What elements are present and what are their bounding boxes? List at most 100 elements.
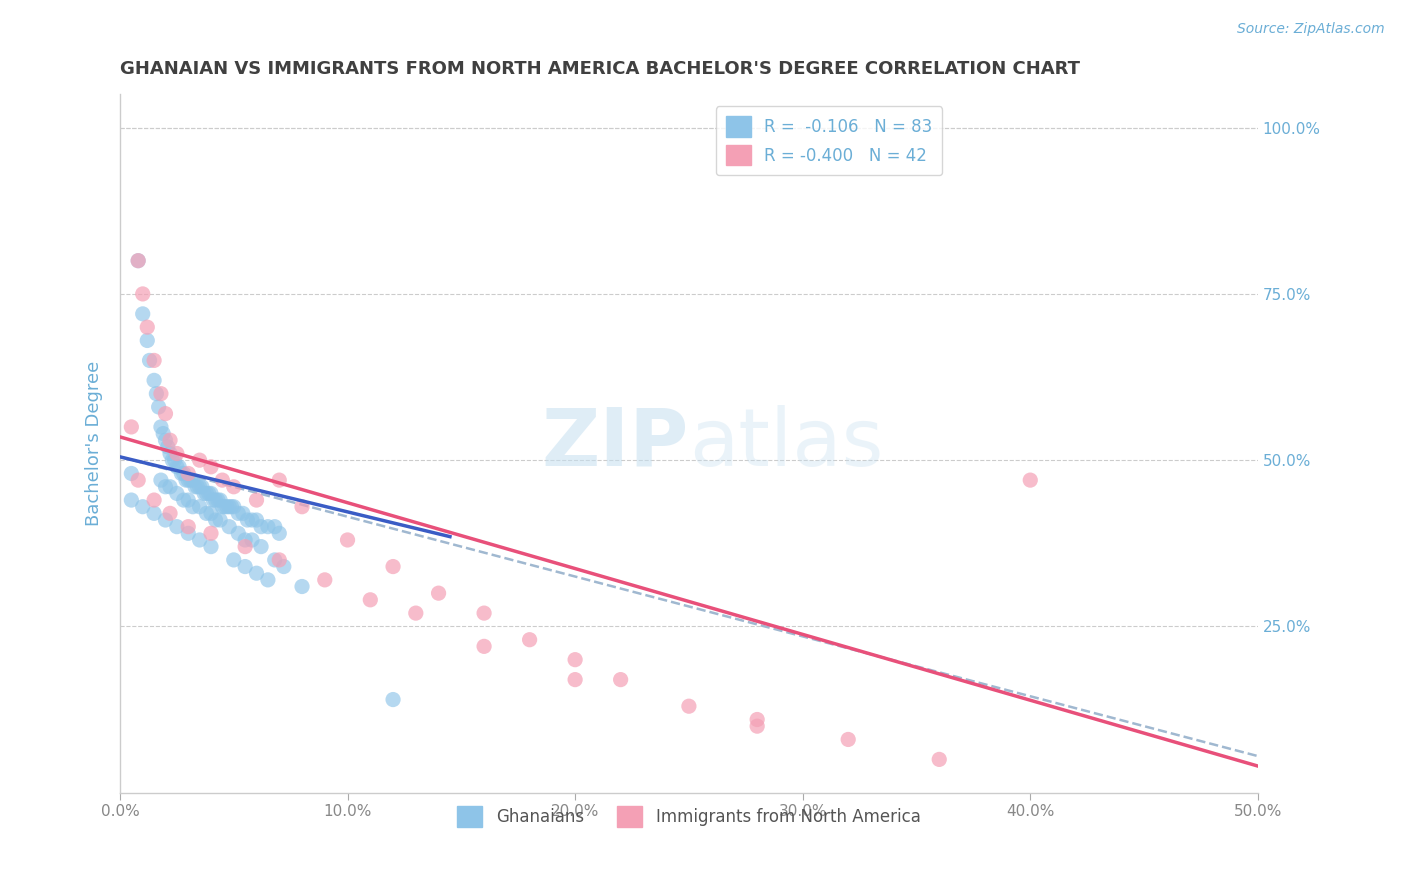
Point <box>156 440 179 454</box>
Text: Source: ZipAtlas.com: Source: ZipAtlas.com <box>1237 22 1385 37</box>
Point <box>167 459 190 474</box>
Point <box>127 253 149 268</box>
Point <box>218 519 240 533</box>
Point <box>222 480 245 494</box>
Point <box>143 507 166 521</box>
Point <box>263 519 285 533</box>
Point <box>132 500 155 514</box>
Point <box>120 420 142 434</box>
Point <box>207 493 229 508</box>
Text: ZIP: ZIP <box>541 405 689 483</box>
Point <box>132 307 155 321</box>
Point <box>472 606 495 620</box>
Point <box>209 513 232 527</box>
Point <box>193 486 215 500</box>
Point <box>382 559 405 574</box>
Point <box>177 519 200 533</box>
Point <box>136 334 159 348</box>
Point <box>1019 473 1042 487</box>
Point <box>291 500 314 514</box>
Point <box>159 434 181 448</box>
Point <box>163 453 186 467</box>
Point <box>166 486 188 500</box>
Point <box>564 673 586 687</box>
Point <box>149 473 172 487</box>
Point <box>202 493 225 508</box>
Point <box>149 386 172 401</box>
Point <box>747 713 769 727</box>
Point <box>173 467 195 481</box>
Point <box>149 420 172 434</box>
Point <box>269 526 291 541</box>
Point <box>180 473 202 487</box>
Point <box>143 373 166 387</box>
Point <box>314 573 336 587</box>
Point <box>222 553 245 567</box>
Point <box>269 473 291 487</box>
Point <box>170 467 193 481</box>
Point <box>177 473 200 487</box>
Point <box>188 480 211 494</box>
Point <box>336 533 359 547</box>
Point <box>197 486 219 500</box>
Point <box>191 480 214 494</box>
Point <box>155 513 177 527</box>
Point <box>177 493 200 508</box>
Text: atlas: atlas <box>689 405 883 483</box>
Point <box>221 500 243 514</box>
Point <box>273 559 295 574</box>
Y-axis label: Bachelor's Degree: Bachelor's Degree <box>86 361 103 526</box>
Point <box>291 580 314 594</box>
Point <box>132 287 155 301</box>
Point <box>152 426 174 441</box>
Point <box>186 480 208 494</box>
Point <box>233 559 256 574</box>
Point <box>211 500 233 514</box>
Point <box>127 473 149 487</box>
Point <box>177 467 200 481</box>
Point <box>257 519 280 533</box>
Point <box>382 692 405 706</box>
Point <box>678 699 700 714</box>
Point <box>148 400 170 414</box>
Point <box>257 573 280 587</box>
Point <box>181 473 204 487</box>
Point <box>166 459 188 474</box>
Point <box>120 493 142 508</box>
Point <box>200 526 222 541</box>
Point <box>837 732 859 747</box>
Point <box>245 566 267 581</box>
Point <box>188 453 211 467</box>
Point <box>427 586 450 600</box>
Point <box>245 513 267 527</box>
Point <box>564 653 586 667</box>
Point <box>200 486 222 500</box>
Point <box>263 553 285 567</box>
Point <box>240 513 263 527</box>
Point <box>159 446 181 460</box>
Point <box>159 507 181 521</box>
Point <box>222 500 245 514</box>
Point <box>174 473 197 487</box>
Point <box>195 507 218 521</box>
Point <box>226 507 249 521</box>
Point <box>145 386 167 401</box>
Point <box>143 493 166 508</box>
Point <box>200 507 222 521</box>
Point <box>173 493 195 508</box>
Point <box>405 606 427 620</box>
Legend: Ghanaians, Immigrants from North America: Ghanaians, Immigrants from North America <box>451 799 927 833</box>
Point <box>138 353 160 368</box>
Point <box>162 453 184 467</box>
Point <box>120 467 142 481</box>
Point <box>127 253 149 268</box>
Point <box>214 500 236 514</box>
Point <box>240 533 263 547</box>
Point <box>143 353 166 368</box>
Point <box>245 493 267 508</box>
Point <box>209 493 232 508</box>
Point <box>155 407 177 421</box>
Point <box>184 480 207 494</box>
Point <box>200 459 222 474</box>
Point <box>747 719 769 733</box>
